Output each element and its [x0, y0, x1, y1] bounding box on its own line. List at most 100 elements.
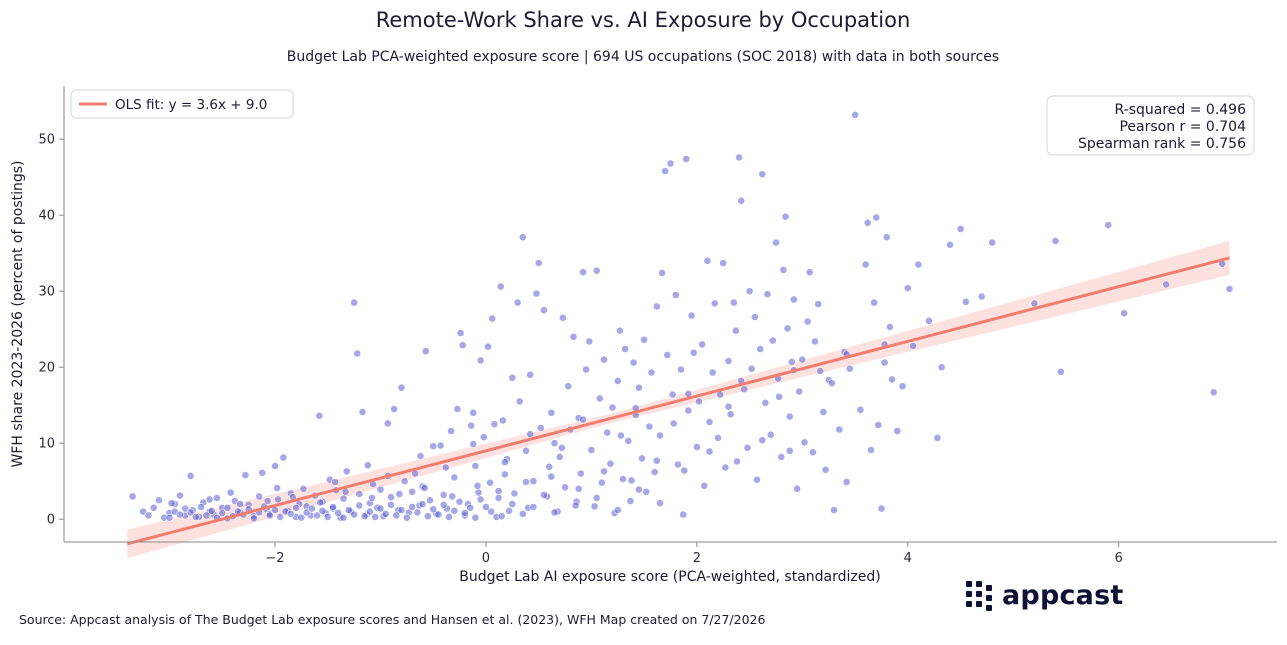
data-point — [656, 499, 664, 508]
y-tick-label: 20 — [38, 361, 55, 376]
data-point — [167, 499, 176, 508]
data-point — [680, 466, 689, 475]
data-point — [286, 510, 295, 518]
data-point — [508, 500, 517, 508]
data-point — [481, 503, 490, 511]
data-point — [494, 487, 503, 495]
data-point — [236, 500, 244, 508]
data-point — [469, 440, 478, 448]
data-point — [500, 470, 509, 479]
data-point — [600, 467, 608, 476]
y-axis-label: WFH share 2023-2026 (percent of postings… — [10, 160, 26, 467]
data-point — [526, 370, 535, 379]
data-point — [708, 368, 717, 377]
data-point — [408, 503, 416, 511]
data-point — [479, 433, 488, 441]
data-point — [302, 508, 311, 517]
data-point — [273, 484, 281, 492]
data-point — [592, 266, 601, 275]
data-point — [402, 513, 411, 522]
chart-subtitle: Budget Lab PCA-weighted exposure score |… — [287, 49, 999, 65]
data-point — [674, 460, 682, 469]
data-point — [867, 446, 875, 454]
data-point — [486, 478, 494, 487]
data-point — [795, 387, 804, 396]
data-point — [358, 408, 367, 416]
data-point — [835, 425, 844, 434]
data-point — [498, 416, 507, 425]
data-point — [870, 298, 878, 307]
data-point — [474, 488, 483, 497]
data-point — [861, 260, 870, 269]
data-point — [490, 420, 499, 429]
data-point — [666, 159, 675, 168]
data-point — [550, 439, 559, 448]
data-point — [888, 375, 896, 384]
data-point — [439, 490, 448, 499]
data-point — [735, 153, 743, 162]
data-point — [658, 269, 666, 277]
data-point — [828, 379, 836, 388]
data-point — [726, 410, 735, 419]
data-point — [608, 403, 617, 412]
data-point — [758, 436, 767, 445]
data-point — [569, 332, 578, 341]
data-point — [617, 431, 625, 440]
data-point — [805, 268, 814, 277]
data-point — [781, 212, 790, 221]
data-point — [456, 329, 465, 337]
y-tick-label: 40 — [38, 209, 55, 224]
data-point — [249, 514, 258, 523]
data-point — [874, 421, 883, 429]
source-note: Source: Appcast analysis of The Budget L… — [19, 612, 766, 627]
data-point — [863, 218, 872, 227]
data-point — [576, 469, 585, 478]
data-point — [534, 259, 543, 267]
data-point — [880, 358, 889, 367]
data-point — [740, 385, 749, 394]
data-point — [803, 317, 812, 326]
data-point — [469, 408, 478, 417]
data-point — [872, 213, 881, 222]
stat-r-squared: R-squared = 0.496 — [1114, 102, 1246, 118]
data-point — [276, 513, 285, 521]
data-point — [299, 484, 308, 493]
data-point — [621, 345, 629, 353]
data-point — [313, 511, 321, 520]
data-point — [914, 260, 923, 269]
data-point — [925, 316, 933, 325]
data-point — [423, 512, 432, 521]
data-point — [693, 443, 701, 451]
data-point — [598, 478, 606, 487]
data-point — [400, 477, 409, 486]
data-point — [737, 196, 746, 205]
data-point — [574, 484, 583, 493]
data-point — [603, 428, 612, 437]
data-point — [613, 506, 622, 514]
data-point — [329, 503, 337, 511]
data-point — [793, 484, 801, 493]
data-point — [318, 506, 327, 515]
data-point — [745, 287, 754, 296]
data-point — [274, 495, 282, 504]
data-point — [365, 507, 374, 516]
x-tick-label: 0 — [482, 551, 490, 566]
data-point — [241, 471, 250, 479]
data-point — [961, 297, 970, 306]
data-point — [547, 472, 556, 481]
data-point — [937, 363, 946, 372]
data-point — [761, 398, 770, 407]
data-point — [397, 506, 406, 514]
data-point — [710, 299, 719, 308]
data-point — [629, 358, 638, 367]
data-point — [650, 468, 659, 476]
data-point — [466, 503, 474, 512]
data-point — [909, 341, 917, 350]
data-point — [600, 355, 608, 364]
data-point — [467, 421, 475, 430]
data-point — [558, 443, 566, 452]
data-point — [714, 433, 722, 442]
data-point — [218, 509, 227, 517]
data-point — [606, 459, 615, 468]
data-point — [768, 336, 777, 345]
